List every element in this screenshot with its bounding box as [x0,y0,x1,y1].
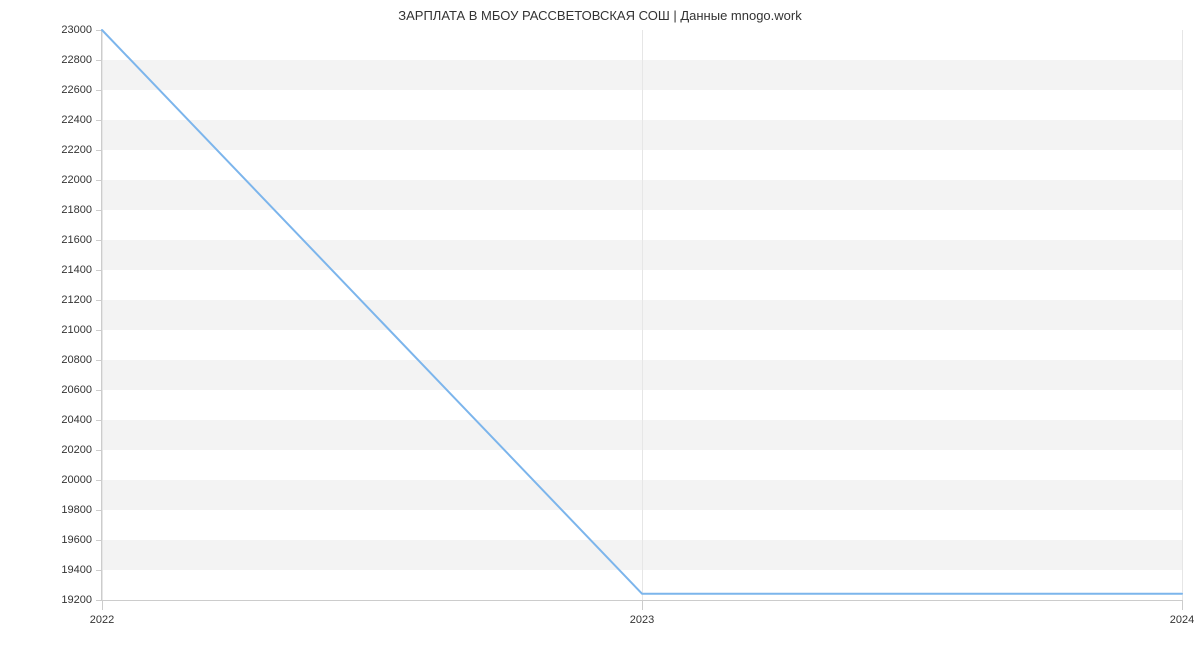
x-tick-label: 2024 [1170,614,1194,626]
y-tick-label: 20600 [32,384,92,396]
y-tick-label: 22600 [32,84,92,96]
y-tick-label: 19400 [32,564,92,576]
series-layer [102,30,1182,600]
y-tick-label: 22800 [32,54,92,66]
x-tick [102,600,103,610]
series-line-salary [102,30,1182,594]
salary-chart: ЗАРПЛАТА В МБОУ РАССВЕТОВСКАЯ СОШ | Данн… [0,0,1200,650]
y-tick-label: 20200 [32,444,92,456]
y-tick-label: 19200 [32,594,92,606]
x-tick-label: 2023 [630,614,654,626]
x-tick [1182,600,1183,610]
y-tick-label: 23000 [32,24,92,36]
y-tick-label: 19800 [32,504,92,516]
y-tick-label: 19600 [32,534,92,546]
y-tick-label: 22000 [32,174,92,186]
y-tick-label: 21000 [32,324,92,336]
y-tick-label: 20400 [32,414,92,426]
x-tick-label: 2022 [90,614,114,626]
y-tick-label: 22400 [32,114,92,126]
y-tick-label: 20000 [32,474,92,486]
x-tick [642,600,643,610]
y-tick-label: 20800 [32,354,92,366]
y-tick-label: 21800 [32,204,92,216]
y-tick-label: 21400 [32,264,92,276]
x-grid-line [1182,30,1183,600]
y-tick-label: 21600 [32,234,92,246]
y-tick-label: 21200 [32,294,92,306]
chart-title: ЗАРПЛАТА В МБОУ РАССВЕТОВСКАЯ СОШ | Данн… [0,8,1200,23]
plot-area: 1920019400196001980020000202002040020600… [102,30,1182,600]
y-tick-label: 22200 [32,144,92,156]
